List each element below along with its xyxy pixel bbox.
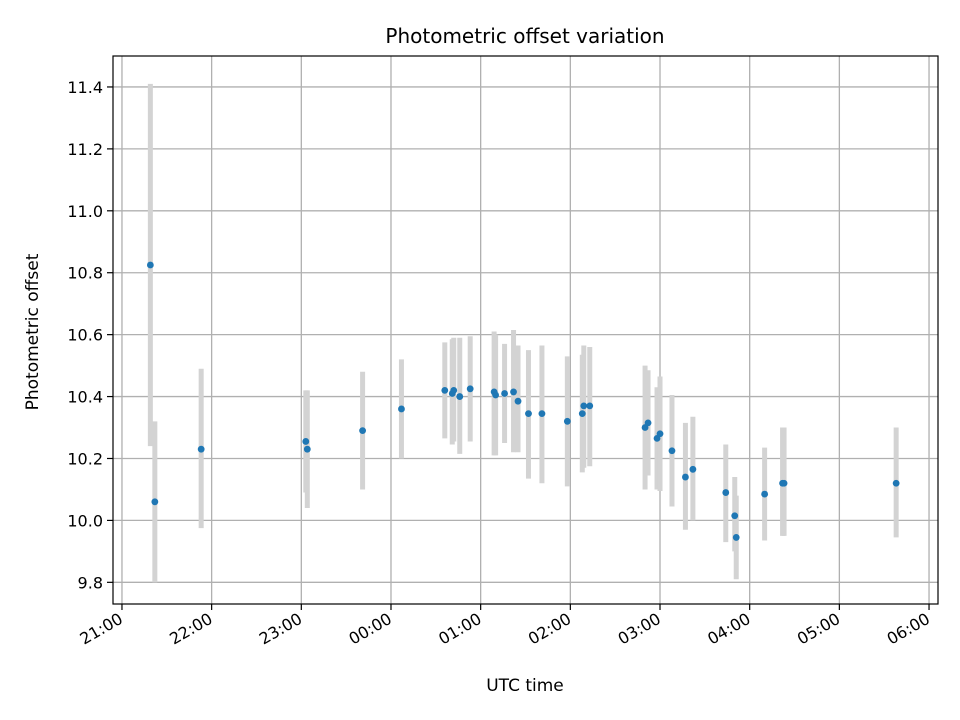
y-tick-label: 10.8 <box>67 264 103 283</box>
data-point <box>563 417 571 425</box>
data-point <box>501 390 508 397</box>
data-point <box>682 473 689 481</box>
data-point <box>466 385 474 393</box>
data-point <box>892 479 900 487</box>
y-tick-label: 10.2 <box>67 449 103 468</box>
data-point <box>538 410 546 417</box>
data-point <box>780 479 788 487</box>
data-point <box>722 489 730 496</box>
data-point <box>656 430 664 438</box>
plot-area-frame <box>112 55 939 605</box>
data-point <box>732 534 740 541</box>
data-point <box>510 388 517 396</box>
data-point <box>441 386 449 394</box>
data-point <box>146 261 154 269</box>
data-point <box>302 438 310 445</box>
data-point <box>761 490 769 498</box>
y-tick-label: 10.4 <box>67 388 103 407</box>
y-tick-label: 9.8 <box>78 573 103 592</box>
data-point <box>398 405 405 413</box>
data-point <box>668 447 676 455</box>
data-points <box>146 261 900 541</box>
y-axis-label: Photometric offset <box>23 253 43 410</box>
y-tick-label: 11.0 <box>67 202 103 221</box>
data-point <box>456 393 464 400</box>
data-point <box>450 386 458 394</box>
y-tick-label: 10.6 <box>67 326 103 345</box>
data-point <box>492 391 500 399</box>
data-point <box>586 402 594 410</box>
data-point <box>359 427 366 435</box>
data-point <box>151 498 159 506</box>
data-point <box>580 402 588 410</box>
data-point <box>303 445 311 453</box>
data-point <box>514 397 522 405</box>
data-point <box>525 410 532 417</box>
chart-title: Photometric offset variation <box>385 24 664 48</box>
data-point <box>689 465 697 473</box>
data-point <box>644 419 652 427</box>
y-axis-ticks: 9.8 10.0 10.2 10.4 10.6 10.8 11.0 11.2 11.4 <box>67 78 113 592</box>
grid <box>113 56 938 604</box>
y-tick-label: 11.2 <box>67 140 103 159</box>
x-axis-label: UTC time <box>486 676 564 696</box>
data-point <box>578 410 586 417</box>
y-tick-label: 11.4 <box>67 78 103 97</box>
y-tick-label: 10.0 <box>67 511 103 530</box>
data-point <box>197 445 205 453</box>
data-point <box>731 512 739 520</box>
